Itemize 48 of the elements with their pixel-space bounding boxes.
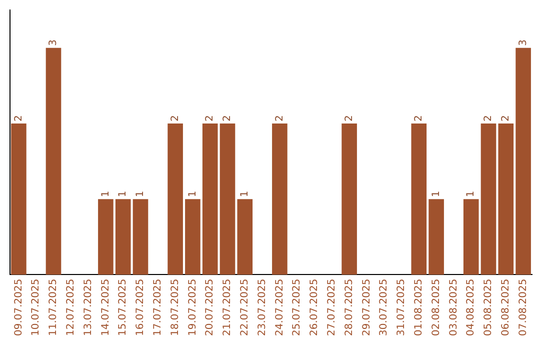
x-tick-label: 28.07.2025 xyxy=(344,278,355,336)
data-label: 2 xyxy=(483,115,494,122)
data-label: 2 xyxy=(413,115,424,122)
x-tick-label: 16.07.2025 xyxy=(135,278,146,336)
x-tick-label: 26.07.2025 xyxy=(309,278,320,336)
data-label: 1 xyxy=(187,190,198,198)
x-tick-label: 23.07.2025 xyxy=(256,278,268,336)
data-label: 2 xyxy=(13,115,24,122)
x-tick-label: 14.07.2025 xyxy=(100,278,112,336)
x-tick-label: 29.07.2025 xyxy=(361,278,372,336)
x-tick-label: 06.08.2025 xyxy=(500,278,512,336)
x-tick-label: 13.07.2025 xyxy=(82,278,94,336)
x-tick-label: 20.07.2025 xyxy=(204,278,216,336)
x-tick-label: 03.08.2025 xyxy=(448,278,460,336)
data-label: 1 xyxy=(100,190,112,198)
data-label: 2 xyxy=(274,115,286,122)
data-label: 2 xyxy=(170,115,181,122)
x-tick-label: 22.07.2025 xyxy=(239,278,250,336)
data-label: 1 xyxy=(239,190,250,198)
x-tick-label: 25.07.2025 xyxy=(292,278,303,336)
x-tick-label: 24.07.2025 xyxy=(274,278,286,336)
x-tick-label: 15.07.2025 xyxy=(118,278,129,336)
x-tick-label: 09.07.2025 xyxy=(13,278,24,336)
x-tick-label: 30.07.2025 xyxy=(378,278,390,336)
data-label: 2 xyxy=(344,115,355,122)
x-tick-label: 21.07.2025 xyxy=(222,278,234,336)
x-tick-label: 12.07.2025 xyxy=(65,278,76,336)
x-tick-label: 11.07.2025 xyxy=(48,278,60,336)
x-tick-label: 31.07.2025 xyxy=(396,278,408,336)
x-tick-label: 19.07.2025 xyxy=(187,278,198,336)
data-label: 2 xyxy=(222,115,234,122)
x-tick-label: 27.07.2025 xyxy=(326,278,338,336)
x-tick-label: 17.07.2025 xyxy=(152,278,164,336)
x-tick-label: 07.08.2025 xyxy=(518,278,529,336)
data-label: 1 xyxy=(430,190,442,198)
data-label: 1 xyxy=(118,190,129,198)
x-tick-label: 10.07.2025 xyxy=(30,278,42,336)
x-tick-label: 01.08.2025 xyxy=(413,278,424,336)
x-tick-label: 05.08.2025 xyxy=(483,278,494,336)
data-label: 2 xyxy=(204,115,216,122)
x-tick-label: 18.07.2025 xyxy=(170,278,181,336)
data-label: 1 xyxy=(466,190,477,198)
x-tick-label: 02.08.2025 xyxy=(430,278,442,336)
data-label: 3 xyxy=(518,39,529,46)
data-label: 2 xyxy=(500,115,512,122)
x-tick-label: 04.08.2025 xyxy=(466,278,477,336)
data-label: 3 xyxy=(48,39,60,46)
data-label: 1 xyxy=(135,190,146,198)
